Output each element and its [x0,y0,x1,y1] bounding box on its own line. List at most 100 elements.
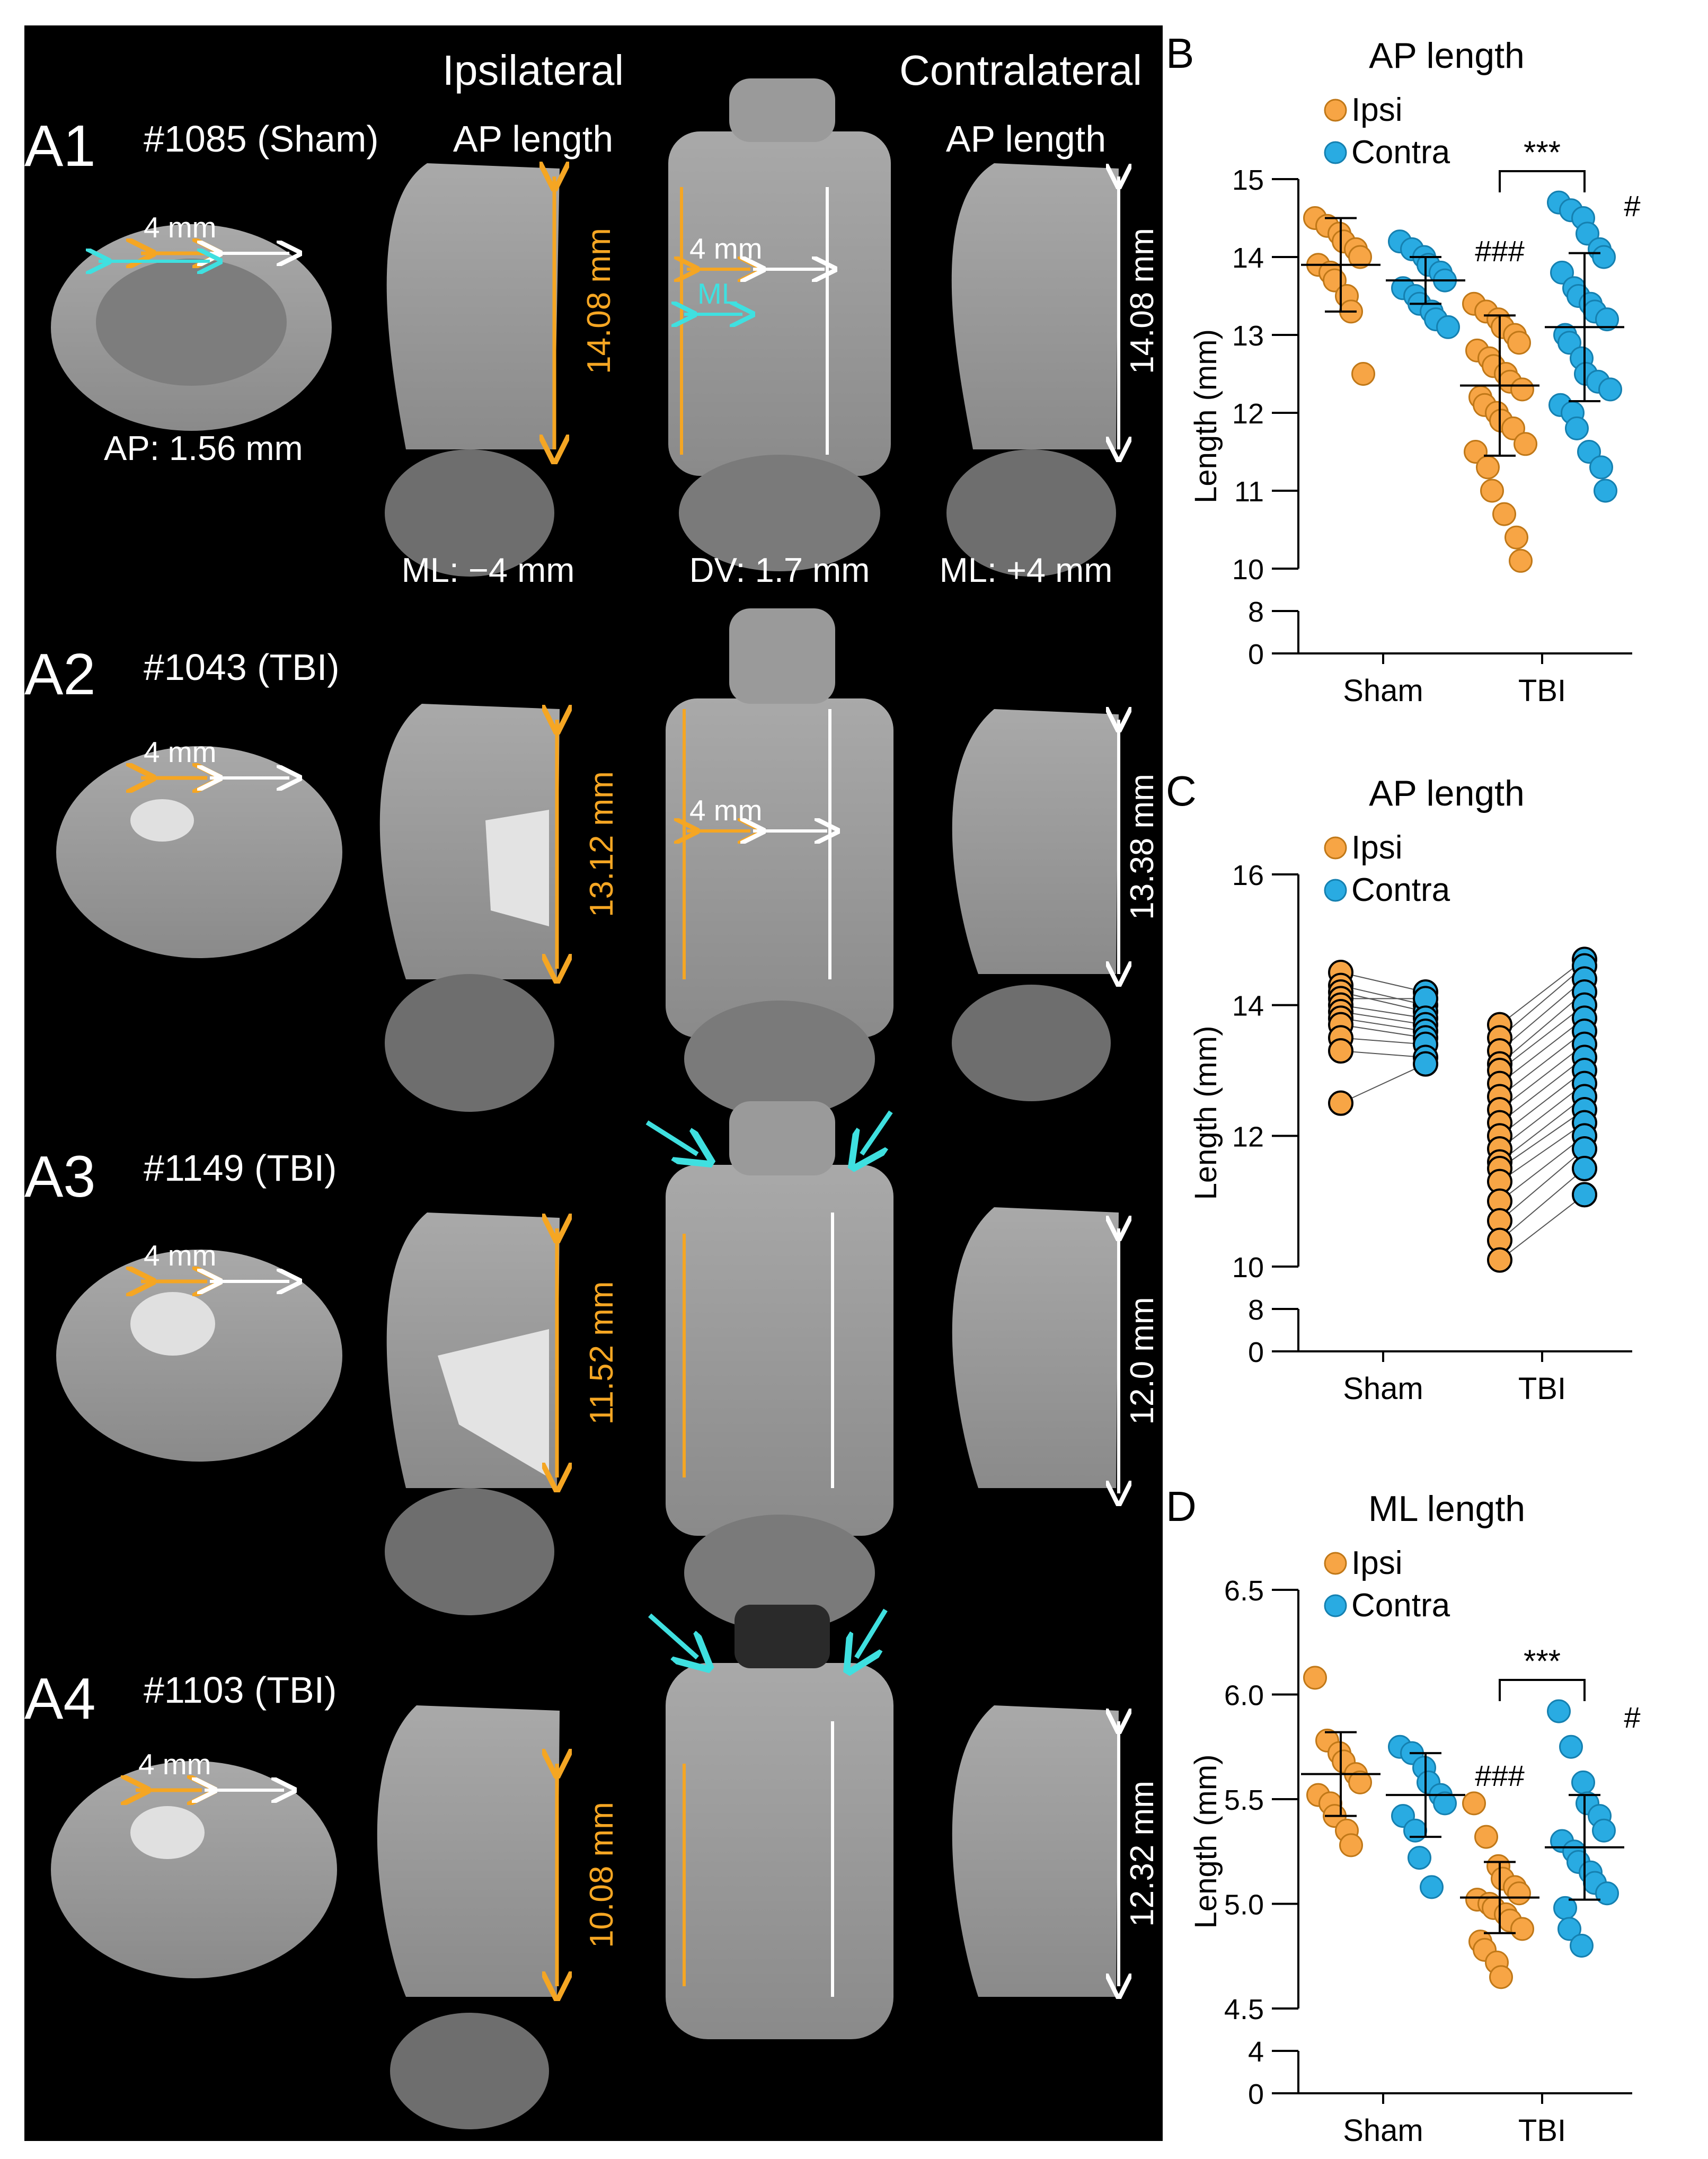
ml-plus-label: ML: +4 mm [940,551,1113,589]
y-tick-label: 8 [1248,1294,1264,1326]
point-contra-tbi [1577,440,1601,464]
y-tick-label: 5.5 [1224,1784,1264,1816]
pair-line [1499,1096,1585,1163]
point-contra-tbi [1595,307,1619,332]
row-a3: A3 #1149 (TBI) 4 mm 11.52 mm 12.0 mm [24,1101,1161,1631]
pair-line [1340,1050,1426,1058]
y-tick-label: 13 [1232,320,1264,352]
scale-4mm-a3: 4 mm [144,1239,217,1272]
pair-line [1499,1135,1585,1202]
point-contra [1572,1182,1597,1208]
point-ipsi [1328,1038,1353,1064]
ipsi-vs-sham-mark: ### [1475,234,1524,268]
ipsi-vs-sham-mark: ### [1475,1759,1524,1792]
pair-line [1499,1083,1585,1149]
point-contra-tbi [1592,1818,1616,1843]
panel-label-a1: A1 [24,113,96,179]
scale-4mm-a4: 4 mm [138,1748,211,1781]
subject-label-a4: #1103 (TBI) [144,1669,337,1711]
point-contra-tbi [1550,260,1574,285]
point-contra-tbi [1595,1881,1619,1906]
ml-minus-label: ML: −4 mm [402,551,575,589]
point-ipsi-tbi [1514,432,1537,456]
point-ipsi-tbi [1501,416,1525,440]
y-axis-title: Length (mm) [1189,1755,1223,1929]
sagittal-contra-a4 [952,1705,1119,1997]
chart-c: AP length C Ipsi Contra 16 14 12 10 8 0 Length (mm… [1166,767,1632,1406]
point-contra-tbi [1557,1917,1581,1941]
pair-line [1499,1168,1585,1241]
point-contra-sham [1403,1818,1427,1843]
pair-line [1340,992,1426,1012]
pair-line [1499,1043,1585,1110]
legend-label-ipsi: Ipsi [1351,829,1402,866]
pair-line [1340,1017,1426,1032]
cyan-arrow-right-a3 [862,1110,893,1154]
point-ipsi-tbi [1507,331,1531,355]
legend-marker-ipsi [1324,1552,1347,1575]
pair-line [1499,1109,1585,1169]
legend-marker-ipsi [1324,99,1347,122]
point-contra-tbi [1570,1934,1594,1958]
y-tick-label: 6.0 [1224,1680,1264,1712]
point-contra-tbi [1565,416,1589,440]
point-contra-tbi [1594,479,1617,503]
scale-4mm-a1: 4 mm [144,211,217,244]
ipsilateral-header: Ipsilateral [443,47,624,94]
pair-line [1499,965,1585,1039]
y-tick-label: 6.5 [1224,1575,1264,1607]
point-contra-sham [1420,1875,1444,1899]
point-ipsi-tbi [1510,377,1534,402]
ml-tag: ML [697,277,738,310]
sagittal-ipsi-a1 [386,163,560,449]
point-ipsi-tbi [1492,502,1516,526]
panel-label-a3: A3 [24,1144,96,1209]
ipsi-ap-a3: 11.52 mm [583,1281,620,1424]
contra-ap-a3: 12.0 mm [1124,1297,1161,1424]
legend-marker-contra [1324,141,1347,164]
point-contra [1413,1051,1438,1077]
y-tick-label: 5.0 [1224,1889,1264,1921]
point-contra-tbi [1592,245,1616,269]
cyan-arrow-right-a4 [856,1608,888,1658]
horizontal-slice-a3 [666,1165,893,1536]
y-tick-label: 15 [1232,164,1264,196]
pair-line [1499,1017,1585,1084]
horizontal-slice-a2 [666,698,893,1038]
dv-label: DV: 1.7 mm [689,551,870,589]
significance-stars: *** [1524,135,1561,170]
ipsi-ap-a1: 14.08 mm [581,228,617,374]
pair-line [1340,1004,1426,1019]
point-ipsi-sham [1348,1770,1372,1794]
pair-line [1499,1057,1585,1123]
pair-line [1340,1011,1426,1025]
y-tick-label: 16 [1232,860,1264,891]
sagittal-contra-a1 [951,163,1119,449]
pair-line [1340,1063,1426,1104]
y-tick-label: 12 [1232,1121,1264,1153]
point-contra-tbi [1559,1735,1583,1759]
sagittal-ipsi-a4 [377,1705,560,1997]
subject-label-a1: #1085 (Sham) [144,118,379,160]
sagittal-contra-a2 [952,709,1119,974]
row-a2: A2 #1043 (TBI) 4 mm 13.12 mm 4 mm 13.38 … [24,608,1161,1117]
point-contra-tbi [1598,377,1622,402]
pair-line [1499,1122,1585,1182]
legend-marker-ipsi [1324,836,1347,860]
pair-line [1499,992,1585,1065]
chart-title: AP length [1369,36,1525,76]
panel-letter: C [1166,767,1197,815]
subject-label-a2: #1043 (TBI) [144,647,340,688]
row-a4: A4 #1103 (TBI) 4 mm 10.08 mm 12.32 mm [24,1605,1161,2129]
panel-letter: D [1166,1483,1197,1530]
y-tick-label: 8 [1248,596,1264,628]
point-contra-tbi [1557,331,1581,355]
cyan-arrow-left-a4 [648,1613,697,1658]
point-ipsi [1487,1247,1512,1273]
legend-label-contra: Contra [1351,872,1450,908]
x-tick-label-sham: Sham [1343,1372,1423,1406]
pair-line [1499,1031,1585,1098]
pair-line [1499,1004,1585,1071]
significance-bracket [1499,170,1586,192]
point-ipsi [1328,1090,1353,1116]
